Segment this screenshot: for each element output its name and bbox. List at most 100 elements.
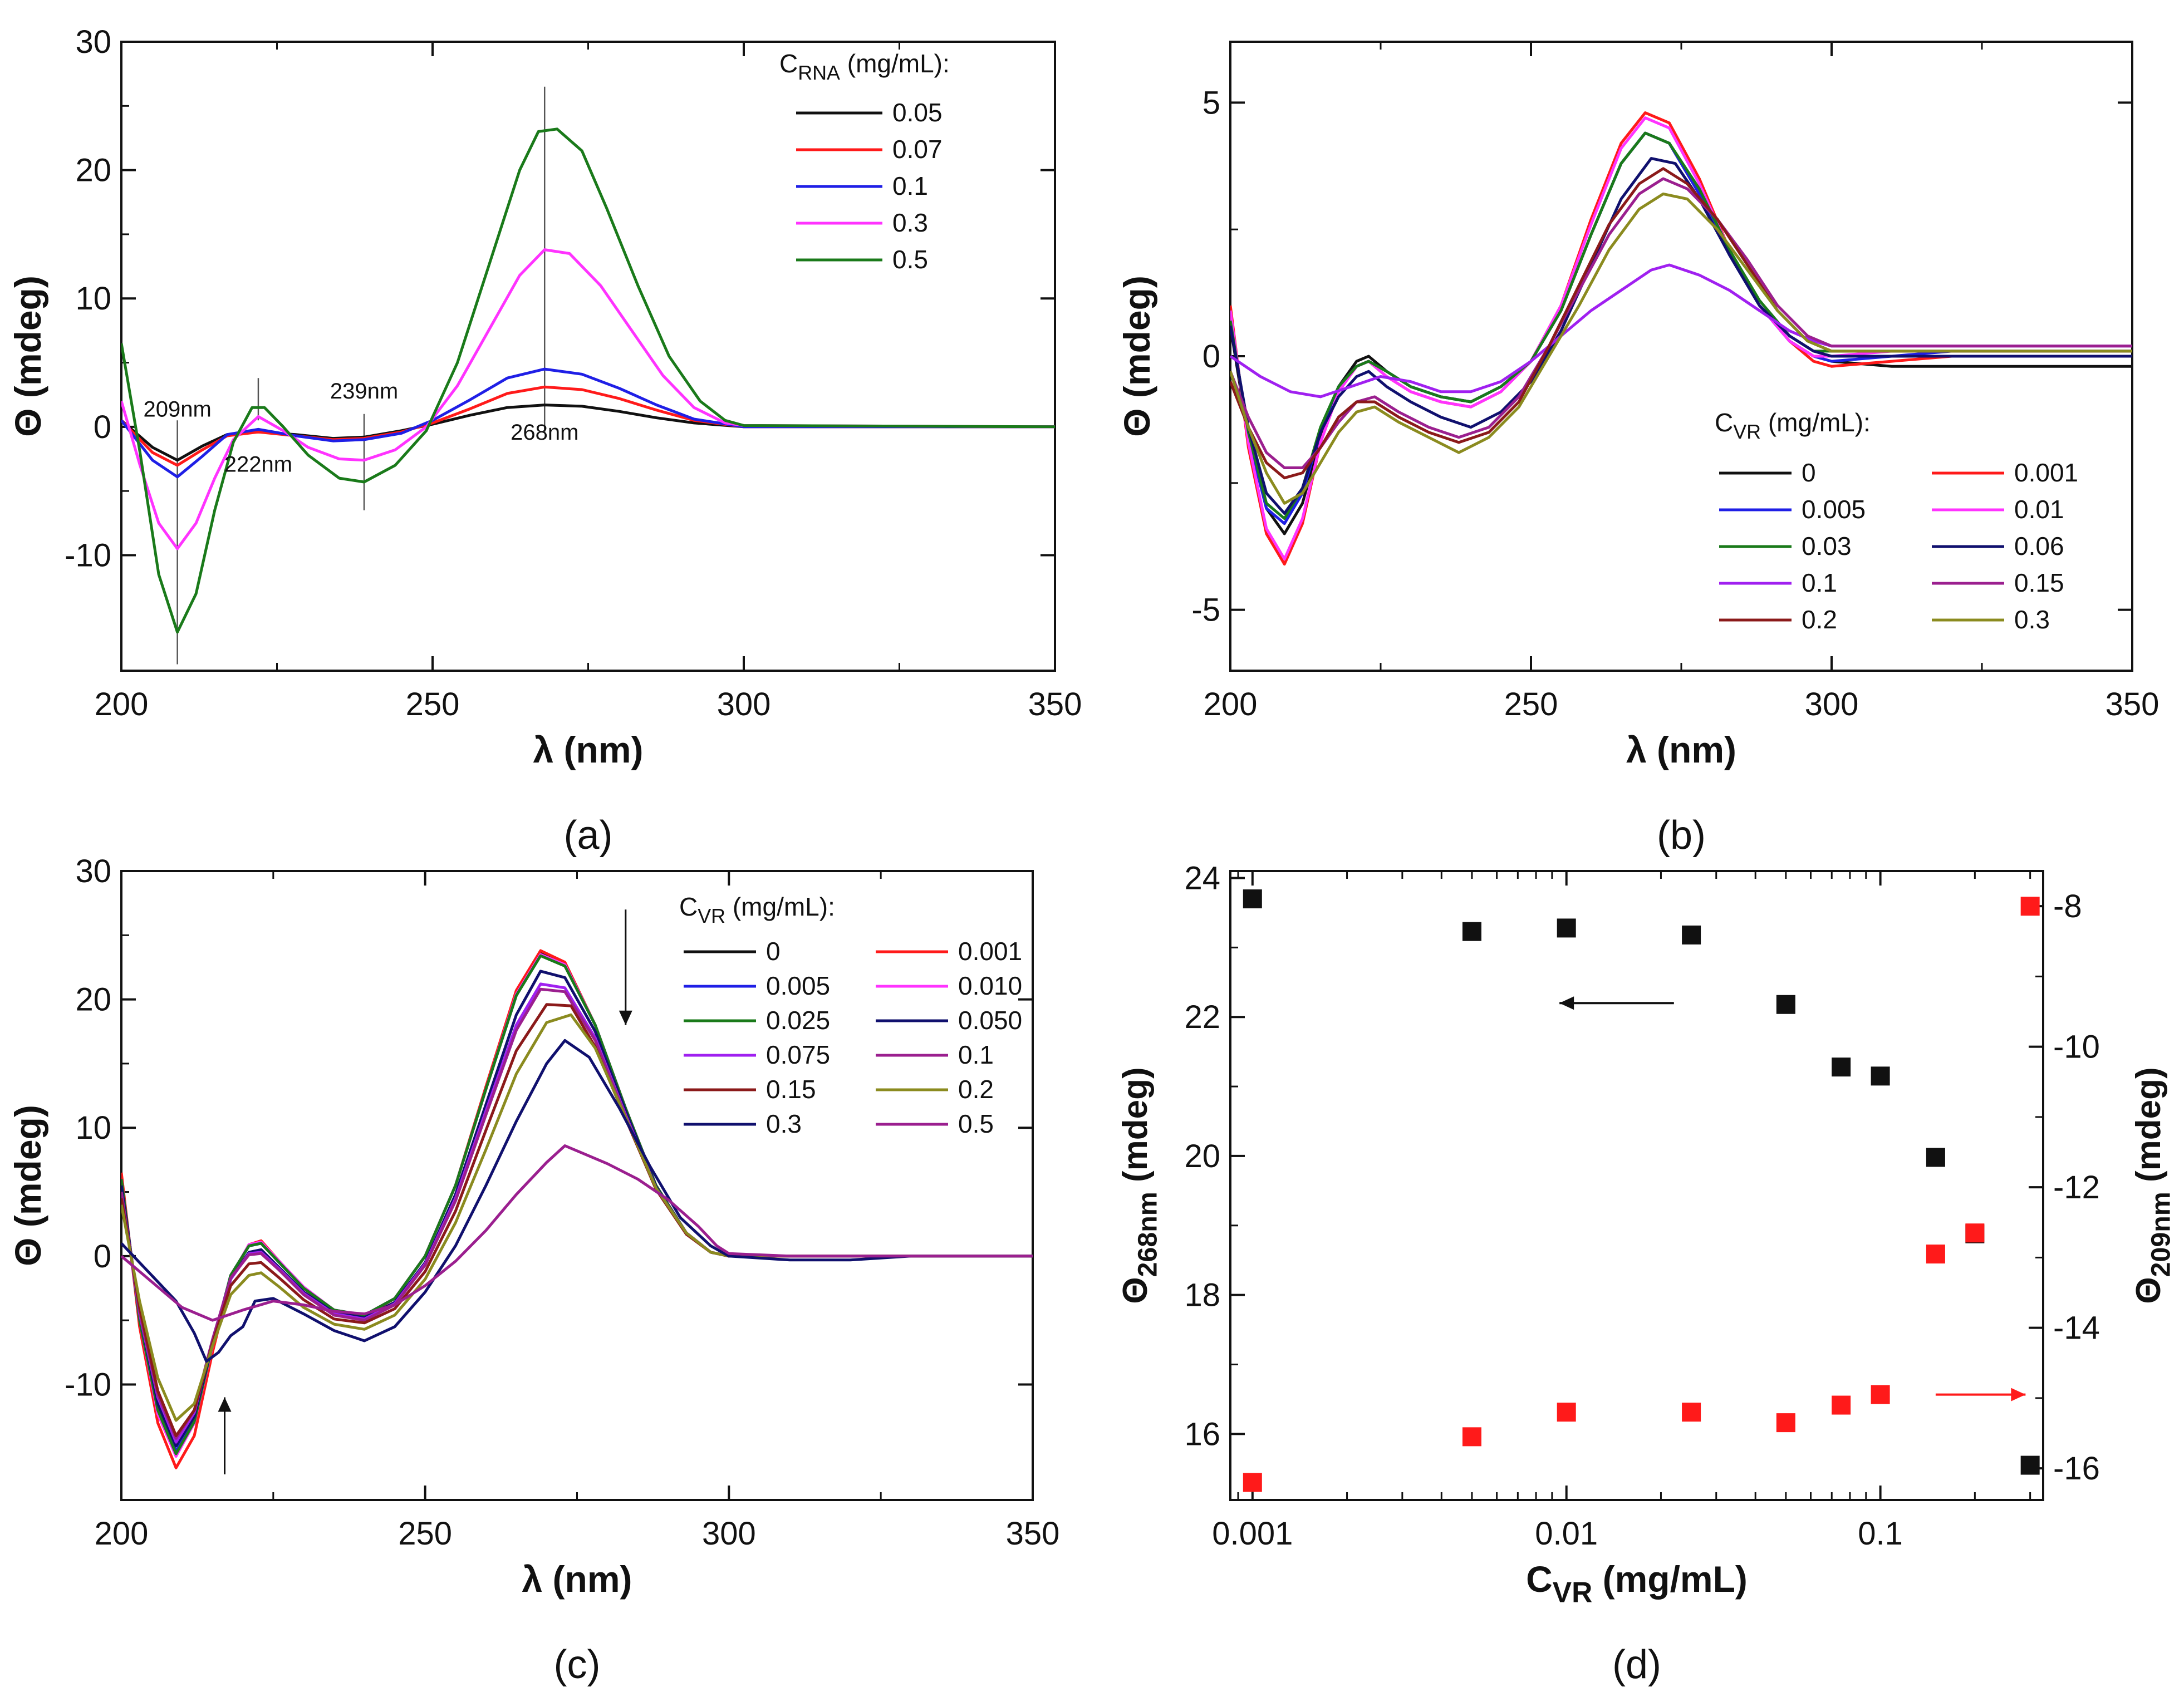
- series-line-0.2: [121, 1013, 1033, 1422]
- series-line-0.06: [1230, 157, 2132, 515]
- x-tick-label: 350: [1028, 686, 1082, 722]
- legend-label-0.025: 0.025: [766, 1006, 830, 1035]
- y-tick-label: 10: [75, 281, 111, 317]
- legend-title-rest: (mg/mL):: [1761, 408, 1871, 437]
- legend-label-0.15: 0.15: [766, 1075, 816, 1104]
- plot-frame: [1229, 870, 2044, 1501]
- legend-title-rest: (mg/mL):: [840, 49, 950, 78]
- series-line-0.3: [1230, 192, 2132, 505]
- point-Θ209nm: [1965, 1223, 1985, 1243]
- annotation-268nm: 268nm: [511, 420, 578, 445]
- legend-label-0.03: 0.03: [1802, 532, 1852, 560]
- series-line-0.1: [121, 367, 1055, 479]
- legend-title: CVR (mg/mL):: [679, 892, 835, 927]
- legend-label-0: 0: [1802, 458, 1816, 487]
- legend-label-0.2: 0.2: [958, 1075, 994, 1104]
- series-line-0.5: [121, 1144, 1033, 1322]
- legend-label-0.07: 0.07: [892, 135, 943, 164]
- y-tick-label: 22: [1184, 999, 1220, 1035]
- annotation-209nm: 209nm: [143, 397, 211, 421]
- point-Θ268nm: [1462, 922, 1481, 941]
- y-tick-label: -10: [65, 1366, 111, 1403]
- point-Θ209nm: [1557, 1403, 1576, 1422]
- panel-a: 200 250 300 350 -10 0 10 20 30 λ (nm) Θ (mdeg) 209n…: [7, 24, 1082, 858]
- series-group: [121, 949, 1033, 1469]
- series-line-0.3: [121, 1039, 1033, 1363]
- legend-label-0.3: 0.3: [2014, 605, 2050, 634]
- x-axis-title: λ (nm): [533, 729, 644, 770]
- point-Θ209nm: [1871, 1385, 1890, 1404]
- legend-title-main: C: [779, 49, 798, 78]
- y-tick-label: 18: [1184, 1277, 1220, 1314]
- y-axis-title: Θ (mdeg): [7, 1105, 48, 1266]
- x-tick-label: 300: [702, 1516, 756, 1552]
- point-Θ209nm: [2020, 897, 2040, 916]
- arrow-head-right: [2011, 1388, 2026, 1401]
- legend-label-0.1: 0.1: [958, 1040, 994, 1069]
- point-Θ268nm: [1243, 889, 1262, 908]
- legend-label-0.050: 0.050: [958, 1006, 1022, 1035]
- x-tick-label: 350: [1006, 1516, 1060, 1552]
- x-axis-title-rest: (mg/mL): [1592, 1558, 1748, 1600]
- legend-title-main: C: [679, 892, 698, 921]
- point-Θ268nm: [1926, 1148, 1945, 1167]
- panel-d: 0.001 0.01 0.1 16 18 20 22 24 -16 -14 -12 -10 -8 CVR …: [1116, 860, 2176, 1687]
- legend-label-0.005: 0.005: [766, 971, 830, 1000]
- legend-label-0.3: 0.3: [892, 208, 928, 237]
- series-group: [121, 127, 1055, 634]
- y-tick-label: -10: [65, 537, 111, 573]
- annotation-239nm: 239nm: [330, 379, 398, 404]
- panel-c: 200 250 300 350 -10 0 10 20 30 λ (nm) Θ (mdeg) CVR …: [7, 853, 1059, 1687]
- legend-label-0: 0: [766, 937, 781, 966]
- x-tick-label: 350: [2106, 686, 2160, 722]
- point-Θ268nm: [1832, 1058, 1851, 1077]
- x-tick-label: 0.1: [1858, 1516, 1903, 1552]
- x-tick-label: 250: [398, 1516, 452, 1552]
- y-tick-label: -16: [2053, 1450, 2100, 1487]
- y-tick-label: 16: [1184, 1416, 1220, 1452]
- panel-caption: (b): [1657, 813, 1706, 858]
- legend-label-0.5: 0.5: [958, 1109, 994, 1138]
- y-tick-label: 20: [75, 153, 111, 189]
- point-Θ209nm: [1926, 1245, 1945, 1264]
- y-tick-label: -12: [2053, 1169, 2100, 1206]
- legend-label-0.001: 0.001: [958, 937, 1022, 966]
- y-tick-label: 0: [94, 1238, 111, 1275]
- x-tick-label: 0.01: [1535, 1516, 1598, 1552]
- legend-label-0.1: 0.1: [892, 171, 928, 200]
- panel-caption: (a): [564, 813, 613, 858]
- legend-label-0.5: 0.5: [892, 245, 928, 274]
- point-Θ268nm: [2020, 1455, 2040, 1475]
- point-Θ209nm: [1682, 1403, 1701, 1422]
- y-axis-title-left-main: Θ: [1116, 1277, 1155, 1304]
- y-axis-title-right-sub: 209nm: [2146, 1192, 2176, 1277]
- legend-label-0.06: 0.06: [2014, 532, 2064, 560]
- annotation-222nm: 222nm: [224, 453, 292, 477]
- legend-label-0.01: 0.01: [2014, 495, 2064, 524]
- legend-label-0.05: 0.05: [892, 98, 943, 127]
- series-group: [1230, 111, 2132, 566]
- y-tick-label: 30: [75, 853, 111, 889]
- arrow-head: [218, 1397, 232, 1412]
- y-tick-label: 0: [94, 409, 111, 445]
- point-Θ209nm: [1462, 1427, 1481, 1447]
- x-tick-label: 250: [406, 686, 460, 722]
- y-tick-label: 24: [1184, 860, 1220, 896]
- legend-title-sub: VR: [1733, 421, 1761, 443]
- x-axis-title-sub: VR: [1553, 1576, 1593, 1608]
- y-tick-label: -10: [2053, 1029, 2100, 1065]
- y-axis-title-left: Θ268nm (mdeg): [1116, 1067, 1162, 1304]
- legend-title-sub: VR: [698, 905, 725, 927]
- x-tick-label: 300: [717, 686, 771, 722]
- y-axis-title-left-rest: (mdeg): [1116, 1067, 1155, 1192]
- point-Θ209nm: [1243, 1473, 1262, 1492]
- y-axis-title-right: Θ209nm (mdeg): [2129, 1067, 2176, 1304]
- point-Θ209nm: [1832, 1395, 1851, 1415]
- y-tick-label: 20: [75, 982, 111, 1018]
- x-tick-label: 200: [1204, 686, 1258, 722]
- legend-label-0.075: 0.075: [766, 1040, 830, 1069]
- y-tick-label: 10: [75, 1110, 111, 1146]
- point-Θ268nm: [1776, 995, 1795, 1014]
- x-tick-label: 250: [1504, 686, 1558, 722]
